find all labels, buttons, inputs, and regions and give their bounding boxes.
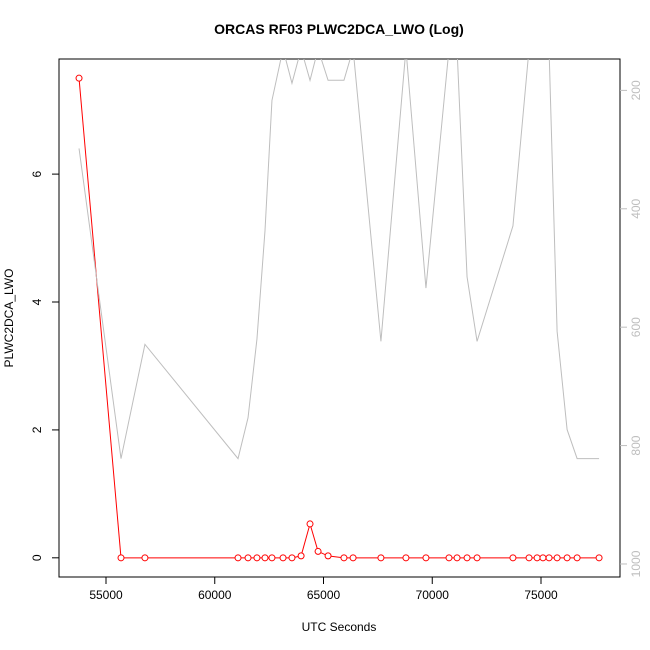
series-line [78,59,600,460]
data-point [324,552,332,560]
data-point [533,554,541,562]
data-point [297,552,305,560]
data-point [234,554,242,562]
x-axis-label: UTC Seconds [302,620,377,634]
data-point [261,554,269,562]
plot-box [58,58,621,578]
y2-tick-label: 400 [629,198,643,218]
series-line [78,78,600,559]
data-point [253,554,261,562]
data-point [445,554,453,562]
x-tick-label: 70000 [416,588,450,602]
x-tick-label: 65000 [307,588,341,602]
data-point [525,554,533,562]
data-point [288,554,296,562]
x-tick-label: 55000 [89,588,123,602]
data-point [75,74,83,82]
y2-tick-label: 600 [629,317,643,337]
y2-tick-label: 1000 [629,550,643,577]
y2-tick-label: 200 [629,80,643,100]
y-tick-label: 4 [30,298,44,305]
data-point [545,554,553,562]
y2-tick-label: 800 [629,435,643,455]
data-point [553,554,561,562]
plot-area [75,59,603,562]
y-tick-label: 6 [30,170,44,177]
data-point [539,554,547,562]
y-tick-label: 0 [30,554,44,561]
y-axis-label: PLWC2DCA_LWO [2,269,16,368]
data-point [279,554,287,562]
data-point [340,554,348,562]
x-tick-label: 75000 [524,588,558,602]
data-point [306,520,314,528]
chart-title: ORCAS RF03 PLWC2DCA_LWO (Log) [214,21,464,37]
data-point [141,554,149,562]
data-point [473,554,481,562]
x-tick-label: 60000 [198,588,232,602]
data-point [573,554,581,562]
data-point [349,554,357,562]
data-point [595,554,603,562]
data-point [268,554,276,562]
data-point [117,554,125,562]
data-point [509,554,517,562]
data-point [563,554,571,562]
data-point [314,547,322,555]
y-tick-label: 2 [30,426,44,433]
data-point [422,554,430,562]
data-point [453,554,461,562]
data-point [244,554,252,562]
data-point [377,554,385,562]
data-point [463,554,471,562]
data-point [402,554,410,562]
